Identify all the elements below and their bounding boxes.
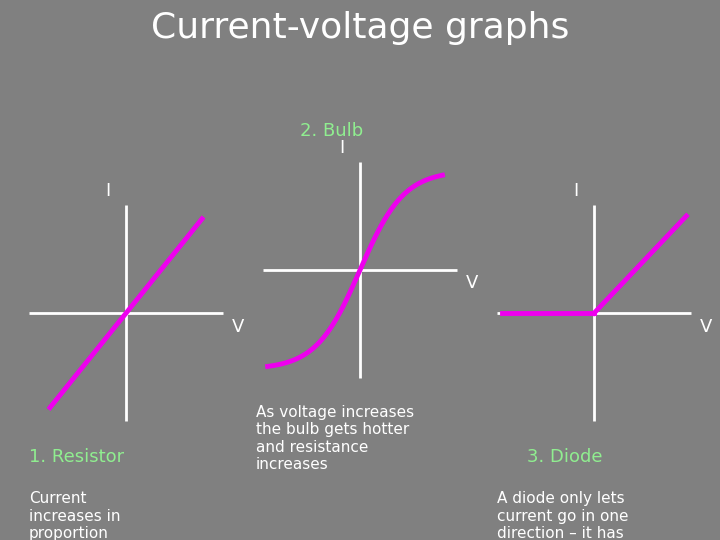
Text: 3. Diode: 3. Diode: [528, 448, 603, 466]
Text: Current
increases in
proportion
to voltage: Current increases in proportion to volta…: [29, 491, 120, 540]
Text: 1. Resistor: 1. Resistor: [29, 448, 124, 466]
Text: V: V: [232, 318, 244, 336]
Text: I: I: [339, 139, 345, 157]
Text: A diode only lets
current go in one
direction – it has
very high
resistance in t: A diode only lets current go in one dire…: [497, 491, 629, 540]
Text: 2. Bulb: 2. Bulb: [300, 123, 363, 140]
Text: V: V: [700, 318, 712, 336]
Text: Current-voltage graphs: Current-voltage graphs: [150, 11, 570, 45]
Text: I: I: [573, 182, 579, 200]
Text: As voltage increases
the bulb gets hotter
and resistance
increases: As voltage increases the bulb gets hotte…: [256, 405, 414, 472]
Text: I: I: [105, 182, 111, 200]
Text: V: V: [466, 274, 478, 293]
